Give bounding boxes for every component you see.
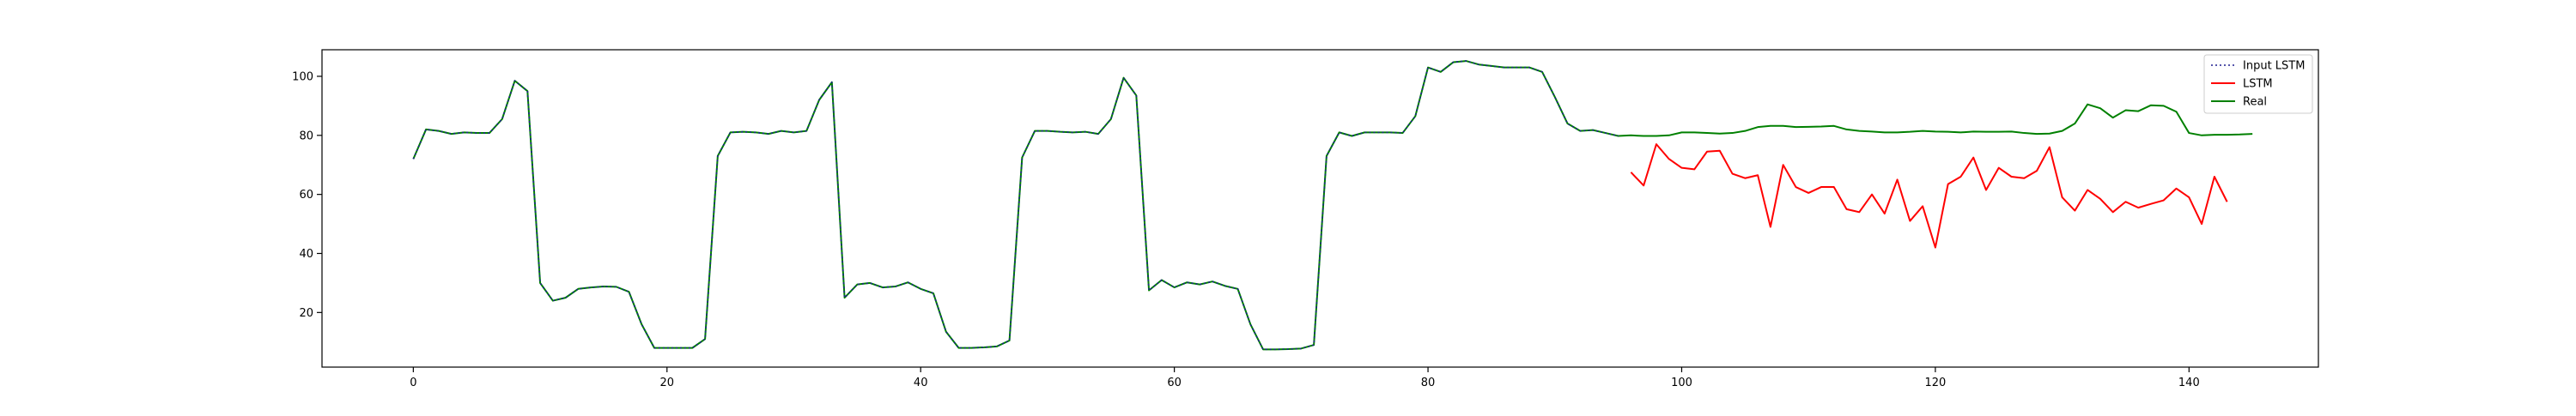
y-tick-label: 20 — [299, 307, 313, 320]
x-tick-label: 0 — [410, 377, 416, 389]
legend: Input LSTM LSTM Real — [2203, 54, 2313, 114]
x-tick-label: 80 — [1421, 377, 1436, 389]
y-tick-label: 60 — [299, 189, 313, 202]
x-tick-label: 120 — [1924, 377, 1946, 389]
x-tick-label: 140 — [2178, 377, 2200, 389]
series-line-input-lstm — [412, 60, 1619, 351]
x-tick-label: 100 — [1671, 377, 1692, 389]
x-axis: 0 20 40 60 80 100 120 140 — [410, 367, 2200, 389]
plot-frame — [321, 49, 2319, 368]
y-tick-label: 100 — [292, 70, 313, 83]
x-tick-label: 60 — [1167, 377, 1182, 389]
legend-label-lstm: LSTM — [2243, 78, 2273, 91]
x-tick-label: 20 — [660, 377, 675, 389]
series-line-lstm — [1630, 143, 2228, 249]
y-tick-label: 40 — [299, 248, 313, 261]
y-axis: 20 40 60 80 100 — [292, 70, 322, 320]
legend-label-real: Real — [2243, 96, 2267, 109]
legend-frame — [2203, 54, 2313, 114]
x-tick-label: 40 — [914, 377, 928, 389]
series-layer — [412, 60, 2253, 351]
y-tick-label: 80 — [299, 130, 313, 142]
legend-label-input-lstm: Input LSTM — [2243, 60, 2305, 73]
plot-area — [322, 50, 2318, 367]
